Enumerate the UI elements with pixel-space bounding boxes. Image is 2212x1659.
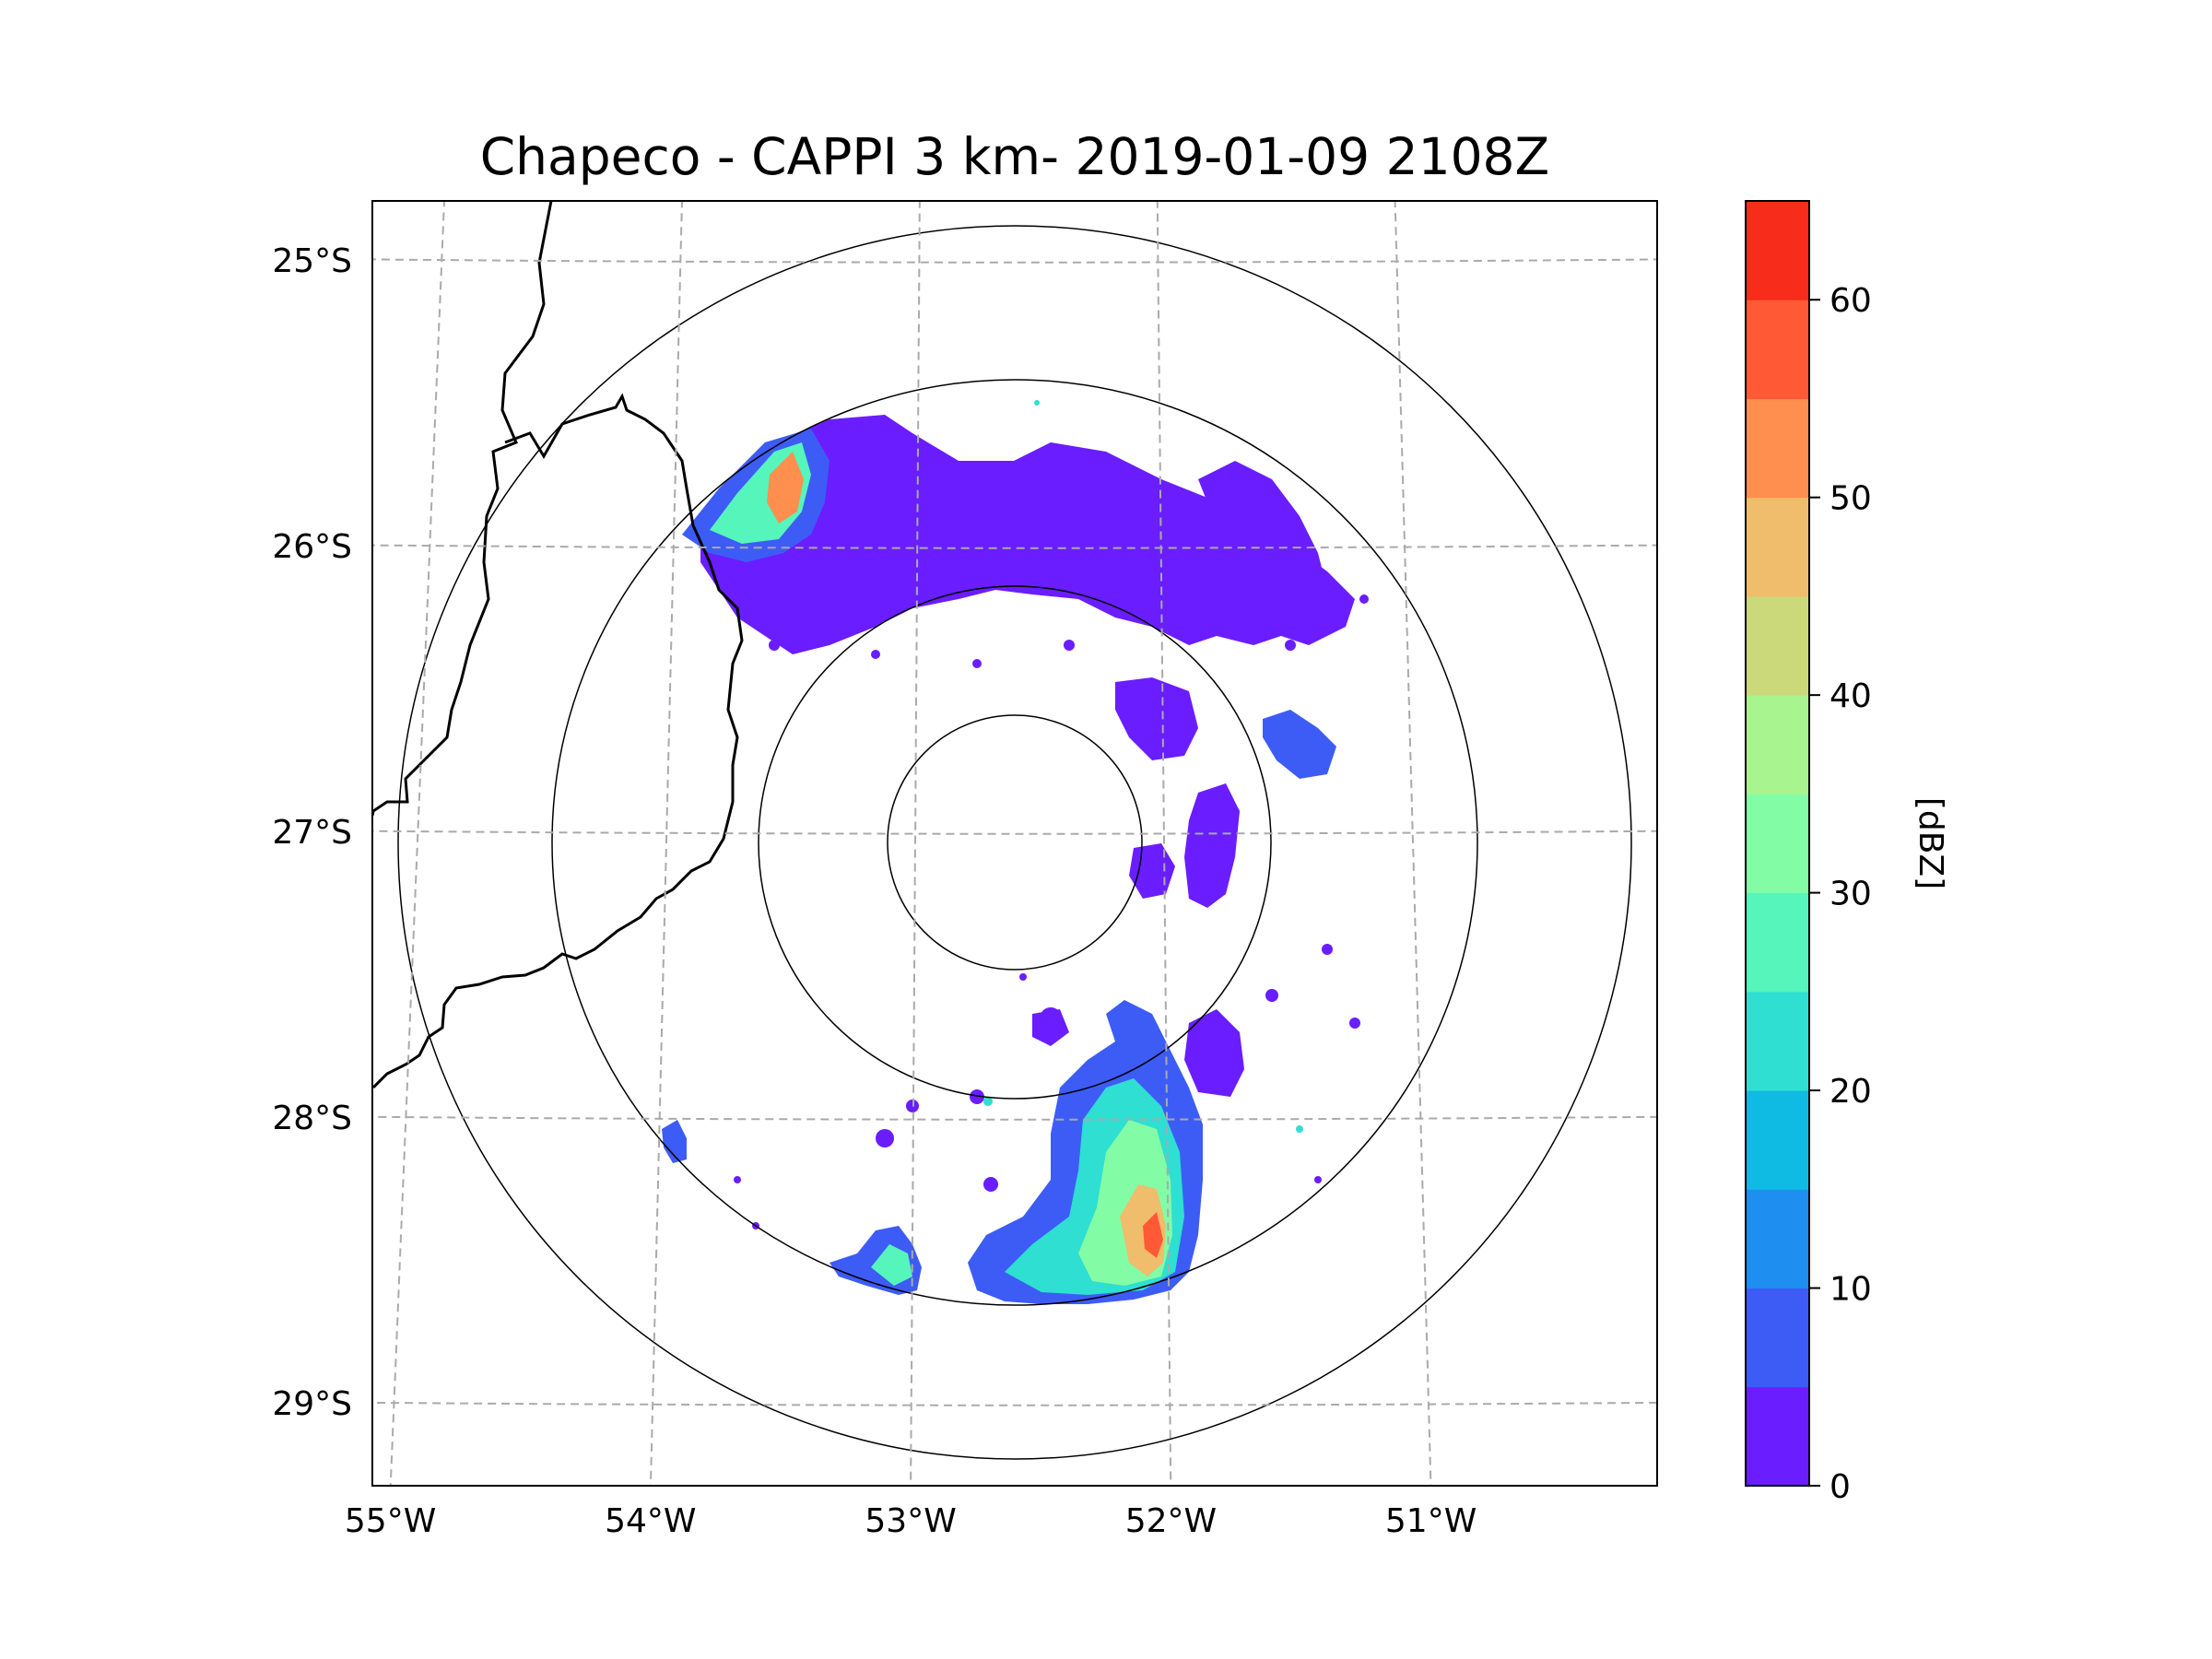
colorbar-swatch — [1746, 1189, 1809, 1289]
border-argentina-north — [372, 393, 744, 1089]
meridian-gridline — [649, 201, 683, 1486]
meridian-gridline — [910, 201, 921, 1486]
colorbar-frame — [1745, 200, 1810, 1487]
echo-north-band — [700, 415, 1355, 654]
echo-speckles — [734, 594, 1369, 1230]
y-tick-label: 27°S — [272, 814, 352, 852]
echo-east-cell-2 — [1184, 783, 1240, 908]
parallel-gridline — [372, 830, 1657, 835]
meridian-gridline — [389, 201, 445, 1486]
echo-northwest-core — [767, 452, 804, 524]
colorbar-swatch — [1746, 497, 1809, 597]
echo-west-cell — [662, 1120, 687, 1163]
colorbar-swatch — [1746, 201, 1809, 300]
y-tick-label: 28°S — [272, 1100, 352, 1137]
y-tick-label: 29°S — [272, 1385, 352, 1423]
meridian-gridline — [1394, 201, 1432, 1486]
colorbar-tick-label: 10 — [1830, 1271, 1872, 1309]
x-tick-label: 53°W — [865, 1502, 956, 1540]
meridian-gridline — [1156, 201, 1172, 1486]
x-tick-label: 55°W — [345, 1502, 436, 1540]
colorbar: 0 10 20 30 40 50 60 [dBZ] — [1745, 200, 1949, 1506]
colorbar-swatch — [1746, 695, 1809, 794]
x-tick-labels: 55°W 54°W 53°W 52°W 51°W — [345, 1502, 1477, 1540]
echo-southwest-inner — [871, 1244, 912, 1286]
y-tick-label: 26°S — [272, 528, 352, 566]
range-rings — [397, 225, 1632, 1460]
colorbar-swatch — [1746, 300, 1809, 399]
x-tick-label: 54°W — [605, 1502, 696, 1540]
parallel-gridline — [372, 1401, 1657, 1406]
colorbar-swatch — [1746, 892, 1809, 993]
colorbar-swatches — [1746, 201, 1809, 1487]
echo-east-cell-4 — [1263, 710, 1336, 779]
colorbar-tick-label: 50 — [1830, 480, 1872, 518]
radar-echoes — [662, 400, 1369, 1304]
echo-east-cell-1 — [1115, 677, 1198, 760]
x-tick-label: 52°W — [1125, 1502, 1217, 1540]
y-tick-label: 25°S — [272, 242, 352, 280]
colorbar-swatch — [1746, 1288, 1809, 1388]
echo-speckles-cyan — [983, 400, 1303, 1133]
colorbar-ticks: 0 10 20 30 40 50 60 — [1809, 282, 1872, 1506]
parallel-gridline — [372, 544, 1657, 549]
colorbar-swatch — [1746, 595, 1809, 696]
echo-north-band-2 — [1198, 461, 1327, 608]
colorbar-swatch — [1746, 794, 1809, 894]
range-ring-1 — [887, 714, 1143, 971]
colorbar-tick-label: 20 — [1830, 1073, 1872, 1111]
echo-southeast-1 — [1184, 1009, 1244, 1097]
x-tick-label: 51°W — [1385, 1502, 1477, 1540]
axes-frame — [371, 200, 1658, 1487]
colorbar-swatch — [1746, 991, 1809, 1091]
range-ring-2 — [758, 585, 1272, 1100]
border-paraguay — [372, 201, 553, 817]
colorbar-tick-label: 60 — [1830, 282, 1872, 320]
parallel-gridline — [372, 1115, 1657, 1121]
map-axes: 55°W 54°W 53°W 52°W 51°W 25°S 26°S 27°S 28°S 29°… — [272, 200, 1658, 1540]
echo-south-storm-peak — [1143, 1212, 1163, 1258]
colorbar-swatch — [1746, 1386, 1809, 1487]
range-ring-4 — [397, 225, 1632, 1460]
colorbar-label: [dBZ] — [1912, 797, 1949, 889]
gridlines — [372, 201, 1657, 1486]
colorbar-tick-label: 30 — [1830, 876, 1872, 913]
chart-title: Chapeco - CAPPI 3 km- 2019-01-09 2108Z — [480, 127, 1549, 186]
y-tick-labels: 25°S 26°S 27°S 28°S 29°S — [272, 242, 352, 1423]
political-borders — [372, 201, 744, 1089]
colorbar-tick-label: 40 — [1830, 677, 1872, 715]
range-ring-3 — [551, 379, 1478, 1306]
colorbar-swatch — [1746, 398, 1809, 499]
colorbar-tick-label: 0 — [1830, 1468, 1851, 1506]
colorbar-swatch — [1746, 1090, 1809, 1190]
